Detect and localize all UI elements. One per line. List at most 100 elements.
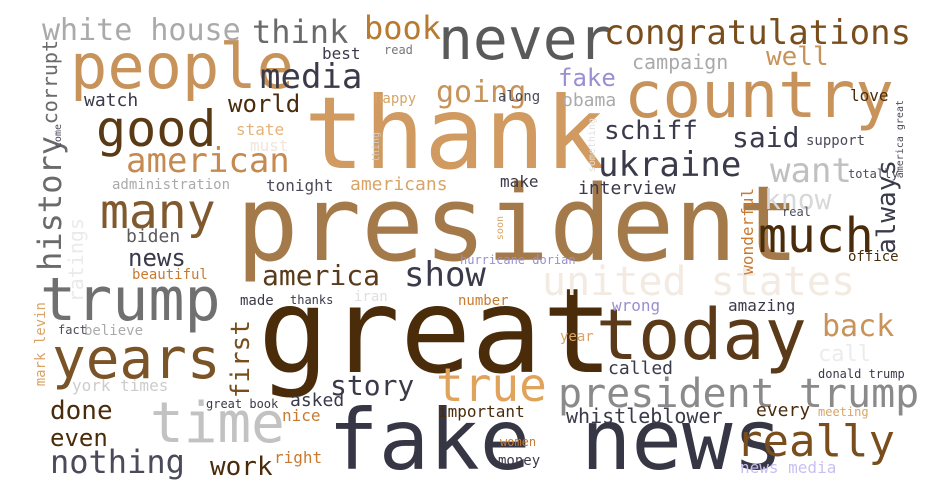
word-wonderful: wonderful <box>738 188 757 275</box>
word-news-media: news media <box>740 458 837 477</box>
word-trump: trump <box>40 265 221 335</box>
word-president: president <box>236 163 800 285</box>
word-well: well <box>766 42 829 72</box>
word-make: make <box>500 172 539 191</box>
word-important: important <box>438 402 525 421</box>
word-amazing: amazing <box>728 296 796 315</box>
word-administration: administration <box>112 177 231 193</box>
word-good: good <box>96 100 217 158</box>
word-best: best <box>322 44 361 63</box>
word-whistleblower: whistleblower <box>566 404 723 428</box>
word-great-book: great book <box>206 397 279 411</box>
word-ratings: ratings <box>64 218 88 303</box>
word-called: called <box>608 358 674 379</box>
word-campaign: campaign <box>632 50 729 74</box>
word-fact: fact <box>58 323 87 337</box>
word-white-house: white house <box>42 13 241 48</box>
word-time: time <box>150 391 285 456</box>
word-work: work <box>210 452 273 482</box>
word-made: made <box>240 293 274 309</box>
word-today: today <box>596 294 807 376</box>
word-country: country <box>624 59 894 133</box>
word-year: year <box>560 329 594 345</box>
word-going: going <box>436 75 527 110</box>
word-first: first <box>226 320 256 399</box>
word-every: every <box>756 400 811 421</box>
word-along: along <box>498 89 541 105</box>
word-soon: soon <box>495 216 506 241</box>
word-history: history <box>31 136 69 271</box>
word-interview: interview <box>578 178 676 199</box>
word-want: want <box>770 151 852 191</box>
word-even: even <box>50 424 108 452</box>
word-state: state <box>236 120 285 139</box>
word-said: said <box>732 121 800 154</box>
word-thank: thank <box>304 75 606 192</box>
word-never: never <box>438 5 613 73</box>
word-fake: fake <box>558 64 616 92</box>
word-thing: thing <box>371 132 382 163</box>
word-american: american <box>126 141 290 181</box>
word-watch: watch <box>84 90 139 111</box>
word-support: support <box>806 133 866 149</box>
word-schiff: schiff <box>604 116 698 146</box>
word-america: america <box>262 259 381 292</box>
word-congratulations: congratulations <box>604 13 912 53</box>
word-come: come <box>53 124 64 149</box>
word-must: must <box>250 136 289 155</box>
word-donald-trump: donald trump <box>818 367 905 381</box>
word-years: years <box>52 327 221 392</box>
word-really: really <box>736 416 895 467</box>
word-tonight: tonight <box>266 176 334 195</box>
word-number: number <box>458 293 509 309</box>
word-mark-levin: mark levin <box>33 302 49 387</box>
word-news: news <box>128 244 186 272</box>
word-done: done <box>50 396 113 426</box>
word-world: world <box>228 90 301 118</box>
word-corrupt: corrupt <box>38 40 62 125</box>
word-asked: asked <box>290 390 345 411</box>
word-media: media <box>260 57 363 97</box>
word-beautiful: beautiful <box>132 267 208 283</box>
word-something: something <box>587 118 598 173</box>
word-women: women <box>500 435 537 449</box>
word-money: money <box>498 453 541 469</box>
word-obama: obama <box>562 90 617 111</box>
word-iran: iran <box>354 289 388 305</box>
word-wrong: wrong <box>612 296 661 315</box>
word-president-trump: president trump <box>558 371 920 417</box>
word-believe: believe <box>84 323 144 339</box>
word-fake-news: fake news <box>328 391 784 489</box>
word-back: back <box>822 309 895 344</box>
word-america-great: america great <box>895 100 906 179</box>
word-love: love <box>850 86 889 105</box>
word-people: people <box>70 30 294 103</box>
word-ukraine: ukraine <box>598 145 742 185</box>
word-story: story <box>330 369 415 402</box>
word-know: know <box>764 183 832 216</box>
word-real: real <box>782 205 811 219</box>
word-read: read <box>384 43 413 57</box>
word-nice: nice <box>282 406 321 425</box>
word-united-states: united states <box>542 259 856 305</box>
word-great: great <box>258 262 614 400</box>
word-biden: biden <box>126 226 181 247</box>
word-york-times: york times <box>72 376 169 395</box>
word-hurricane-dorian: hurricane dorian <box>460 253 576 267</box>
word-nothing: nothing <box>50 443 185 481</box>
word-americans: americans <box>350 174 448 195</box>
word-much: much <box>758 208 874 264</box>
word-office: office <box>848 249 899 265</box>
word-book: book <box>364 9 442 47</box>
word-think: think <box>252 13 349 51</box>
word-right: right <box>274 448 323 467</box>
word-happy: happy <box>374 91 417 107</box>
word-totally: totally <box>848 167 899 181</box>
word-show: show <box>404 255 486 295</box>
word-thanks: thanks <box>290 293 334 307</box>
word-meeting: meeting <box>818 405 869 419</box>
word-call: call <box>818 342 871 367</box>
word-many: many <box>100 184 216 240</box>
word-true: true <box>436 358 547 412</box>
